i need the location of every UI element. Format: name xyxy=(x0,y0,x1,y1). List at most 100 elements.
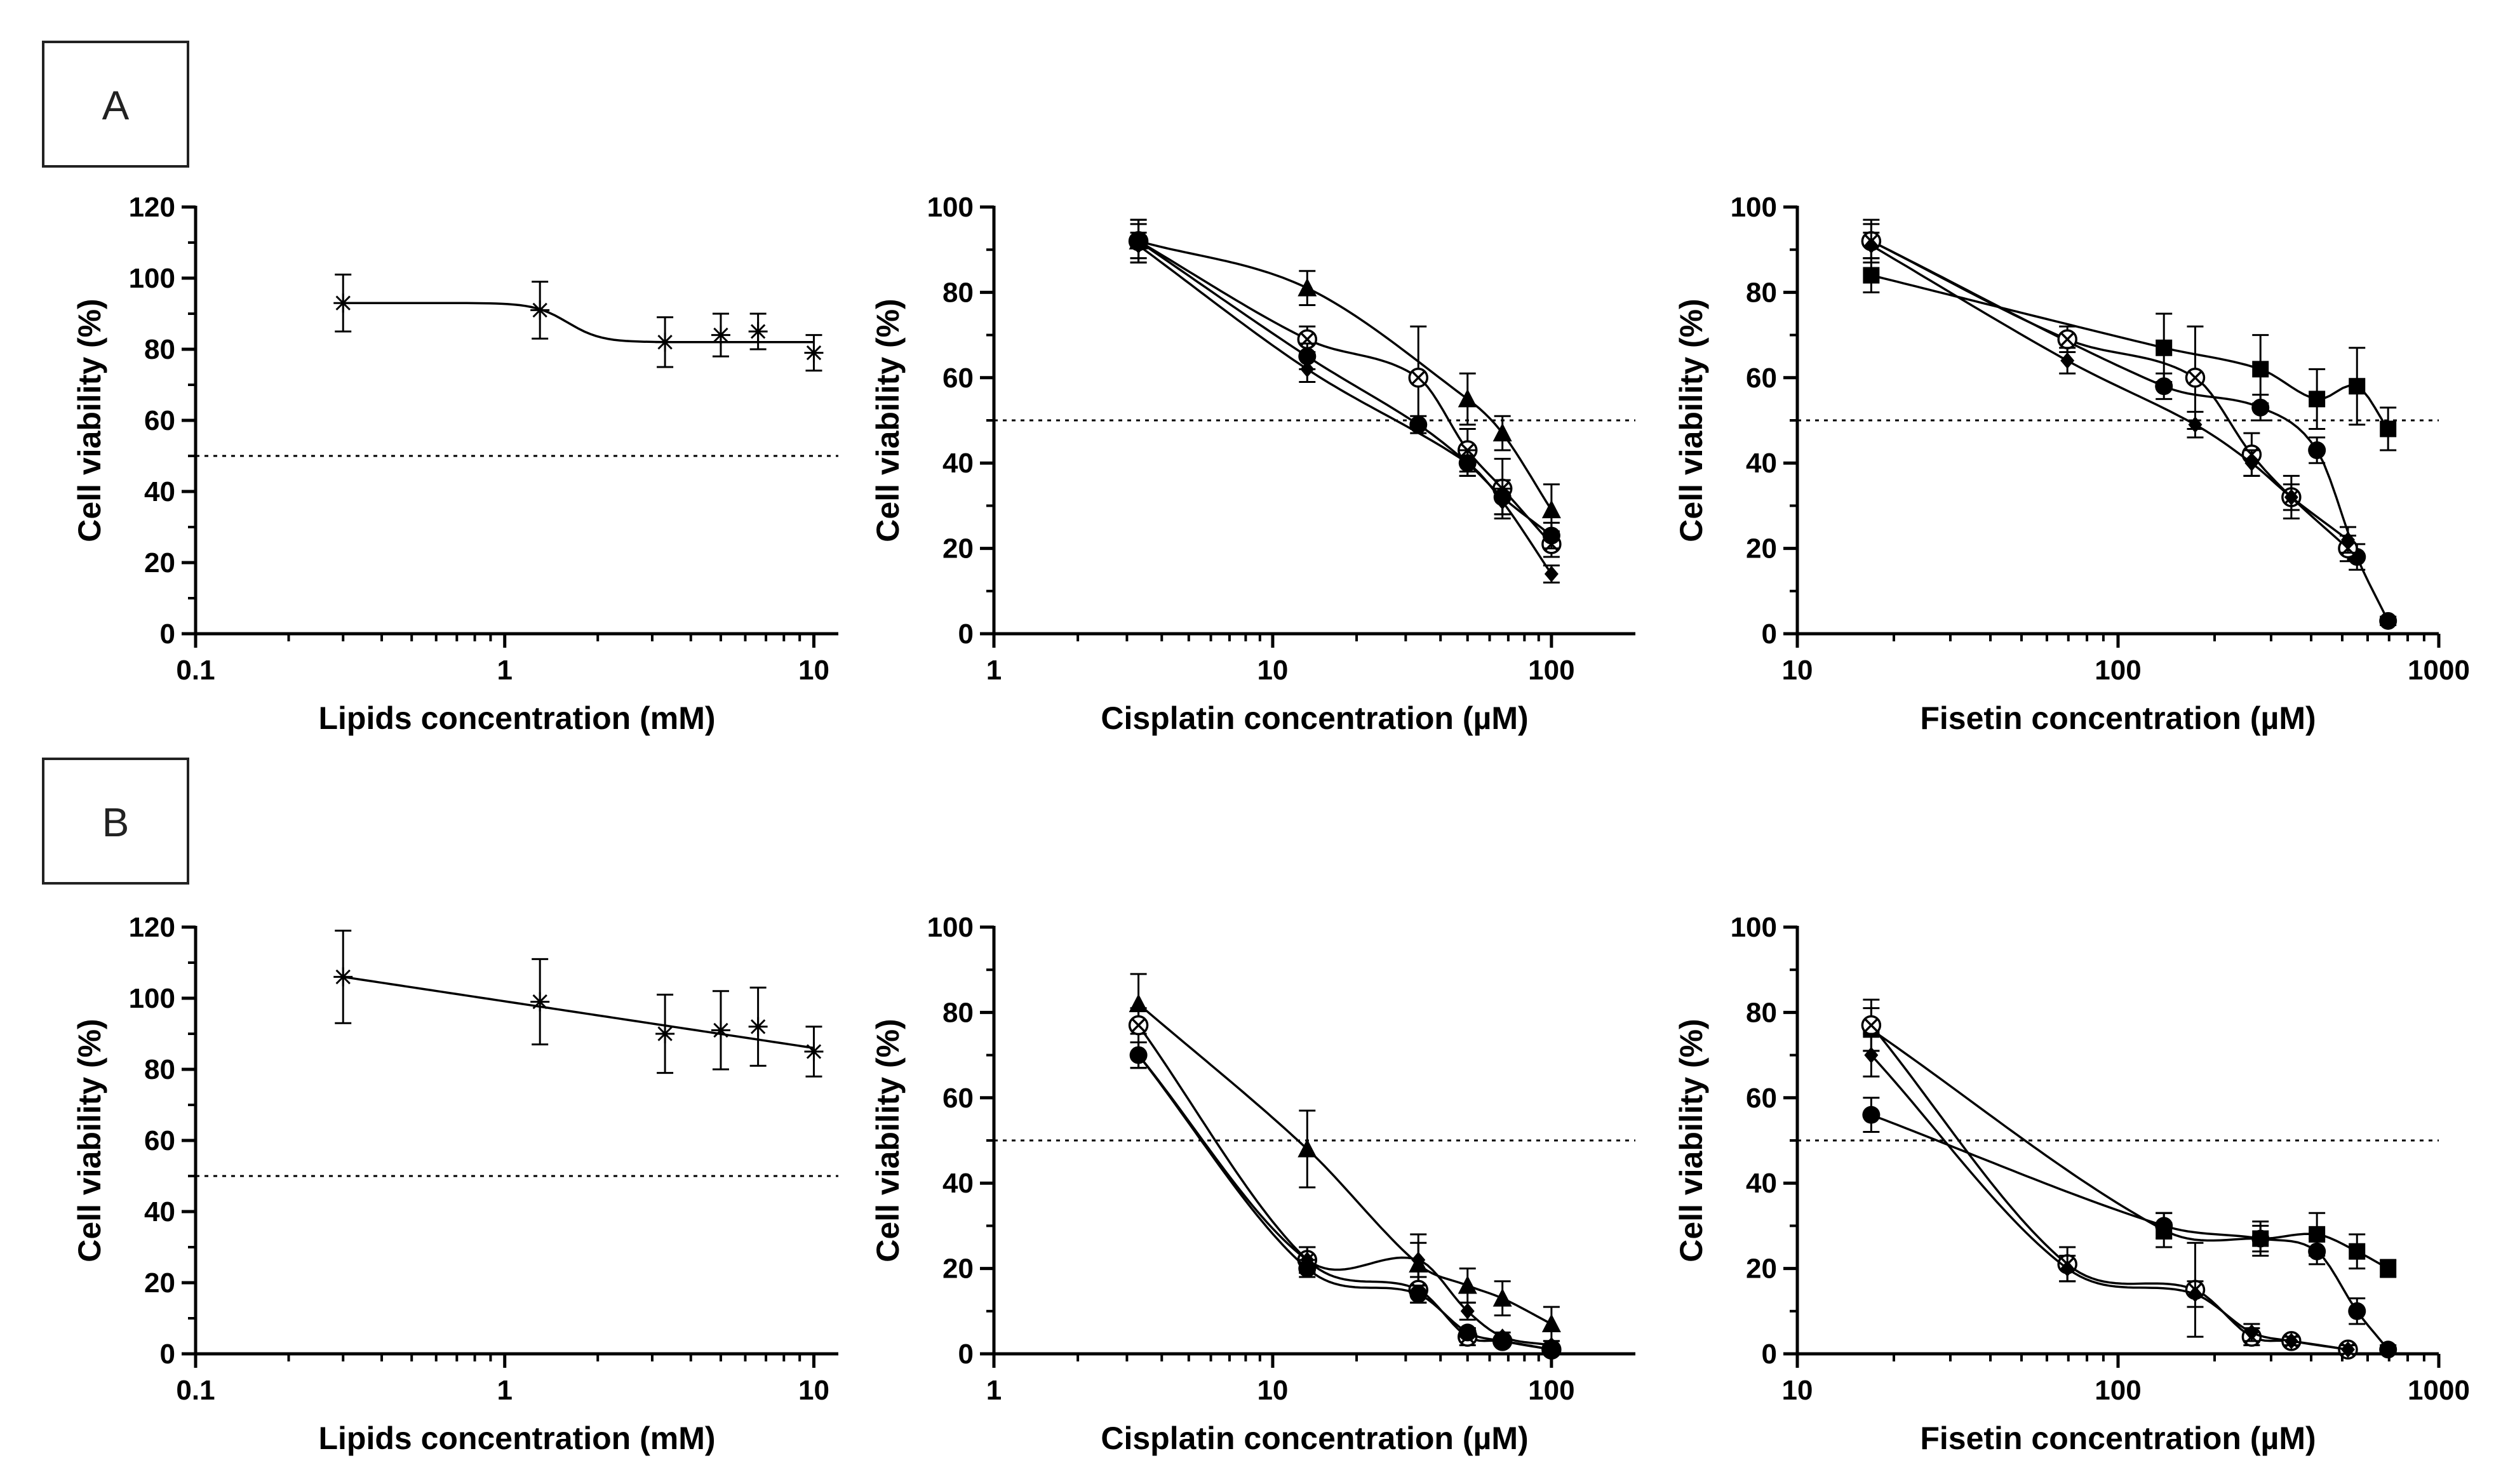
x-tick-label-A3-0: 10 xyxy=(1782,655,1813,686)
data-point-A3-square-4 xyxy=(2349,378,2366,395)
series-B2-diamond xyxy=(1130,1041,1560,1354)
y-tick-label-A2-5: 100 xyxy=(927,192,974,223)
data-point-A2-diamond-3 xyxy=(1495,493,1510,510)
y-tick-label-B2-1: 20 xyxy=(942,1253,974,1285)
data-point-A2-diamond-1 xyxy=(1300,361,1315,378)
data-point-B2-diamond-1 xyxy=(1300,1252,1315,1269)
y-tick-label-A2-3: 60 xyxy=(942,363,974,394)
data-point-A2-circle-2 xyxy=(1409,415,1428,434)
series-A3-diamond xyxy=(1863,231,2356,554)
y-axis-title-B1: Cell viability (%) xyxy=(72,1019,107,1262)
data-point-A3-diamond-5 xyxy=(2341,531,2356,549)
data-point-A1-Lipids-1 xyxy=(530,300,550,320)
data-point-B3-circle-2 xyxy=(2251,1229,2270,1248)
y-tick-label-B1-5: 100 xyxy=(129,983,175,1014)
x-tick-label-B3-2: 1000 xyxy=(2408,1375,2470,1406)
x-tick-label-A2-0: 1 xyxy=(986,655,1002,686)
data-point-B2-triangle-4 xyxy=(1492,1288,1512,1307)
panel-label-b-group: B xyxy=(42,758,189,885)
data-point-A2-diamond-0 xyxy=(1131,237,1146,254)
data-point-A3-circle-x-2-cross xyxy=(2188,370,2203,385)
fit-curve-B2-circle xyxy=(1137,1054,1552,1351)
y-tick-label-A3-0: 0 xyxy=(1762,618,1777,650)
data-point-A1-Lipids-4 xyxy=(748,322,768,341)
x-tick-label-B3-1: 100 xyxy=(2095,1375,2141,1406)
x-axis-title-A2: Cisplatin concentration (µM) xyxy=(1101,700,1528,736)
data-point-A2-circle-5 xyxy=(1542,526,1560,545)
x-tick-label-A1-1: 1 xyxy=(497,655,512,686)
data-point-B2-diamond-3 xyxy=(1460,1302,1475,1320)
y-tick-label-B3-2: 40 xyxy=(1746,1168,1777,1199)
x-tick-label-B3-0: 10 xyxy=(1782,1375,1813,1406)
data-point-A3-circle-x-2 xyxy=(2185,368,2206,388)
data-point-A2-diamond-2 xyxy=(1460,455,1475,472)
y-tick-label-A2-2: 40 xyxy=(942,448,974,479)
data-point-B3-circle-0 xyxy=(1862,1106,1881,1124)
data-point-B2-triangle-1 xyxy=(1298,1139,1317,1158)
data-point-A3-circle-x-1-cross xyxy=(2060,332,2075,347)
data-point-B1-Lipids-4 xyxy=(748,1017,768,1036)
fit-curve-B2-diamond xyxy=(1137,1054,1552,1347)
data-point-B2-circle-x-0-cross xyxy=(1131,1018,1146,1033)
data-point-B3-diamond-2 xyxy=(2188,1285,2203,1302)
y-tick-label-A3-5: 100 xyxy=(1731,192,1777,223)
y-tick-label-A3-1: 20 xyxy=(1746,533,1777,565)
data-point-A3-circle-1 xyxy=(2155,377,2173,396)
chart-B1: 0 20 40 60 80 100 120 0.1 1 10 Lipids concentratio… xyxy=(72,912,838,1456)
series-A2-diamond xyxy=(1130,231,1560,584)
data-point-A3-diamond-2 xyxy=(2188,416,2203,433)
y-tick-label-B2-0: 0 xyxy=(958,1339,974,1370)
fit-curve-A2-circle-x xyxy=(1137,240,1553,545)
data-point-A3-circle-3 xyxy=(2308,441,2326,460)
data-point-A2-diamond-4 xyxy=(1544,565,1559,582)
y-axis-title-A1: Cell viability (%) xyxy=(72,298,107,542)
y-tick-label-B3-0: 0 xyxy=(1762,1339,1777,1370)
data-point-B2-diamond-5 xyxy=(1544,1337,1559,1354)
data-point-A2-triangle-2 xyxy=(1458,389,1477,408)
y-tick-label-B2-4: 80 xyxy=(942,997,974,1028)
series-A2-circle xyxy=(1129,223,1560,550)
data-point-B1-Lipids-3 xyxy=(711,1020,730,1040)
x-axis-title-B2: Cisplatin concentration (µM) xyxy=(1101,1420,1528,1456)
series-B3-circle xyxy=(1862,1097,2397,1359)
data-point-A3-diamond-4 xyxy=(2284,488,2298,505)
data-point-B2-diamond-4 xyxy=(1495,1328,1510,1346)
data-point-B3-diamond-4 xyxy=(2284,1332,2298,1349)
y-tick-label-B1-2: 40 xyxy=(144,1196,175,1227)
data-point-B3-circle-3 xyxy=(2308,1242,2326,1260)
fit-curve-B2-circle-x xyxy=(1137,1024,1552,1351)
data-point-B1-Lipids-2 xyxy=(655,1024,675,1043)
y-tick-label-A1-3: 60 xyxy=(144,405,175,436)
data-point-A2-triangle-4 xyxy=(1541,500,1561,519)
x-axis-title-B1: Lipids concentration (mM) xyxy=(319,1420,716,1456)
y-tick-label-B2-2: 40 xyxy=(942,1168,974,1199)
data-point-A3-square-1 xyxy=(2156,339,2173,356)
y-tick-label-B1-4: 80 xyxy=(144,1054,175,1085)
series-B1-Lipids xyxy=(333,930,824,1078)
panel-label-a-box xyxy=(42,41,189,168)
data-point-B3-circle-5 xyxy=(2379,1340,2397,1359)
y-axis-title-A3: Cell viability (%) xyxy=(1673,298,1709,542)
y-tick-label-B2-3: 60 xyxy=(942,1083,974,1114)
y-tick-label-A1-2: 40 xyxy=(144,476,175,507)
data-point-A3-diamond-3 xyxy=(2244,455,2259,472)
data-point-A1-Lipids-5 xyxy=(804,343,824,363)
y-tick-label-A2-0: 0 xyxy=(958,618,974,650)
x-tick-label-A1-0: 0.1 xyxy=(176,655,215,686)
x-tick-label-A2-1: 10 xyxy=(1257,655,1288,686)
y-tick-label-B3-3: 60 xyxy=(1746,1083,1777,1114)
data-point-A2-triangle-1 xyxy=(1298,277,1317,297)
data-point-A3-diamond-0 xyxy=(1864,237,1879,254)
panel-label-b-box xyxy=(42,758,189,885)
data-point-A2-triangle-3 xyxy=(1492,423,1512,442)
fit-curve-B3-circle-x xyxy=(1870,1024,2349,1351)
x-tick-label-A3-1: 100 xyxy=(2095,655,2141,686)
fit-curve-A3-circle-x xyxy=(1870,240,2349,549)
data-point-A3-square-2 xyxy=(2252,361,2269,378)
y-tick-label-B1-6: 120 xyxy=(129,912,175,943)
x-tick-label-A2-2: 100 xyxy=(1528,655,1574,686)
data-point-B2-diamond-0 xyxy=(1131,1046,1146,1064)
